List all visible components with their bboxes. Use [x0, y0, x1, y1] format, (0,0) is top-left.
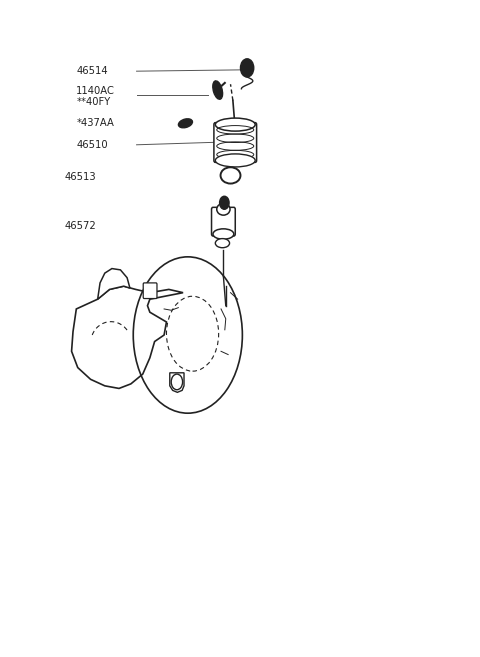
Circle shape — [219, 196, 229, 210]
Ellipse shape — [216, 118, 255, 131]
FancyBboxPatch shape — [212, 208, 235, 236]
Ellipse shape — [217, 204, 230, 215]
Ellipse shape — [179, 119, 192, 128]
Text: 46572: 46572 — [64, 221, 96, 231]
Text: *437AA: *437AA — [76, 118, 114, 128]
PathPatch shape — [170, 373, 184, 392]
Circle shape — [240, 59, 254, 77]
Text: 46514: 46514 — [76, 66, 108, 76]
Ellipse shape — [216, 154, 255, 167]
Ellipse shape — [216, 238, 229, 248]
Ellipse shape — [213, 81, 223, 99]
Text: **40FY: **40FY — [76, 97, 110, 107]
PathPatch shape — [72, 286, 183, 388]
FancyBboxPatch shape — [143, 283, 157, 298]
FancyBboxPatch shape — [214, 123, 257, 162]
PathPatch shape — [97, 269, 130, 299]
Text: 1140AC: 1140AC — [76, 85, 115, 96]
Ellipse shape — [213, 229, 234, 239]
Text: 46510: 46510 — [76, 140, 108, 150]
Text: 46513: 46513 — [64, 171, 96, 182]
